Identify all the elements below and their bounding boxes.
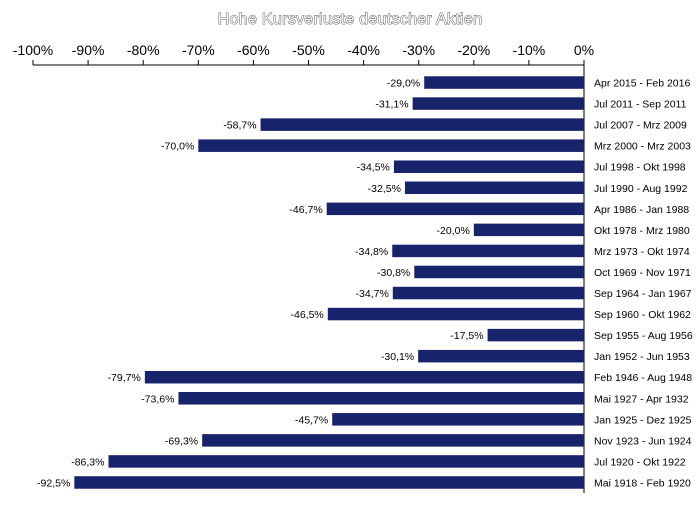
bar xyxy=(418,349,584,363)
x-axis: -100% -90% -80% -70% -60% -50% -40% -30% -20% -10… xyxy=(13,42,594,493)
value-label: -34,8% xyxy=(355,246,388,258)
value-label: -34,5% xyxy=(357,162,390,174)
x-tick-label: -40% xyxy=(347,42,380,58)
value-label: -46,7% xyxy=(289,204,322,216)
category-label: Jul 2007 - Mrz 2009 xyxy=(594,120,687,132)
value-label: -73,6% xyxy=(141,393,174,405)
category-label: Jan 1925 - Dez 1925 xyxy=(594,414,692,426)
value-label: -17,5% xyxy=(450,330,483,342)
bar xyxy=(412,97,584,110)
bars xyxy=(74,76,585,489)
category-label: Sep 1960 - Okt 1962 xyxy=(594,309,691,321)
category-label: Jan 1952 - Jun 1953 xyxy=(594,351,690,363)
value-label: -45,7% xyxy=(295,414,328,426)
value-label: -34,7% xyxy=(356,288,389,300)
value-label: -69,3% xyxy=(165,435,198,447)
value-label: -79,7% xyxy=(108,372,141,384)
bar xyxy=(424,76,584,89)
bar xyxy=(392,286,584,300)
x-tick-label: -30% xyxy=(402,42,435,58)
value-label: -86,3% xyxy=(71,456,104,468)
value-label: -30,1% xyxy=(381,351,414,363)
category-label: Mai 1927 - Apr 1932 xyxy=(594,393,689,405)
bar xyxy=(108,455,584,468)
x-tick-label: -90% xyxy=(72,42,105,58)
value-label: -58,7% xyxy=(223,120,256,132)
value-label: -29,0% xyxy=(387,78,420,90)
category-label: Mrz 2000 - Mrz 2003 xyxy=(594,141,691,153)
bar xyxy=(202,434,585,447)
bar xyxy=(392,244,584,258)
x-tick-label: 0% xyxy=(574,42,594,58)
category-label: Sep 1955 - Aug 1956 xyxy=(594,330,693,342)
category-label: Nov 1923 - Jun 1924 xyxy=(594,435,692,447)
x-tick-label: -60% xyxy=(237,42,270,58)
value-label: -70,0% xyxy=(161,141,194,153)
bar xyxy=(326,202,584,216)
bar xyxy=(74,476,584,489)
chart-title: Hohe Kursverluste deutscher Aktien xyxy=(218,11,483,28)
x-tick-label: -70% xyxy=(182,42,215,58)
value-labels: -29,0% -31,1% -58,7% -70,0% -34,5% -32,5% -46,… xyxy=(37,78,484,490)
category-label: Apr 2015 - Feb 2016 xyxy=(594,78,690,90)
category-label: Mrz 1973 - Okt 1974 xyxy=(594,246,690,258)
bar xyxy=(393,160,584,173)
category-label: Mai 1918 - Feb 1920 xyxy=(594,477,691,489)
bar xyxy=(198,139,585,152)
bar xyxy=(332,413,584,426)
value-label: -46,5% xyxy=(291,309,324,321)
value-label: -92,5% xyxy=(37,477,70,489)
category-label: Apr 1986 - Jan 1988 xyxy=(594,204,689,216)
bar xyxy=(487,328,584,342)
x-tick-label: -20% xyxy=(457,42,490,58)
bar xyxy=(260,118,584,131)
bar xyxy=(327,307,584,321)
x-tick-label: -80% xyxy=(127,42,160,58)
category-label: Okt 1978 - Mrz 1980 xyxy=(594,225,690,237)
bar xyxy=(404,181,584,195)
category-label: Jul 1990 - Aug 1992 xyxy=(594,183,688,195)
category-label: Oct 1969 - Nov 1971 xyxy=(594,267,691,279)
value-label: -20,0% xyxy=(437,225,470,237)
category-label: Jul 2011 - Sep 2011 xyxy=(594,99,687,111)
bar xyxy=(178,392,585,405)
category-labels: Apr 2015 - Feb 2016 Jul 2011 - Sep 2011 Ju… xyxy=(594,78,693,490)
value-label: -30,8% xyxy=(377,267,410,279)
value-label: -32,5% xyxy=(368,183,401,195)
category-label: Jul 1920 - Okt 1922 xyxy=(594,456,686,468)
category-label: Feb 1946 - Aug 1948 xyxy=(594,372,692,384)
x-tick-label: -100% xyxy=(13,42,53,58)
x-tick-label: -50% xyxy=(292,42,325,58)
value-label: -31,1% xyxy=(375,99,408,111)
bar xyxy=(414,265,584,279)
category-label: Sep 1964 - Jan 1967 xyxy=(594,288,692,300)
x-tick-label: -10% xyxy=(513,42,546,58)
category-label: Jul 1998 - Okt 1998 xyxy=(594,162,686,174)
bar xyxy=(473,223,584,237)
bar xyxy=(144,370,584,384)
